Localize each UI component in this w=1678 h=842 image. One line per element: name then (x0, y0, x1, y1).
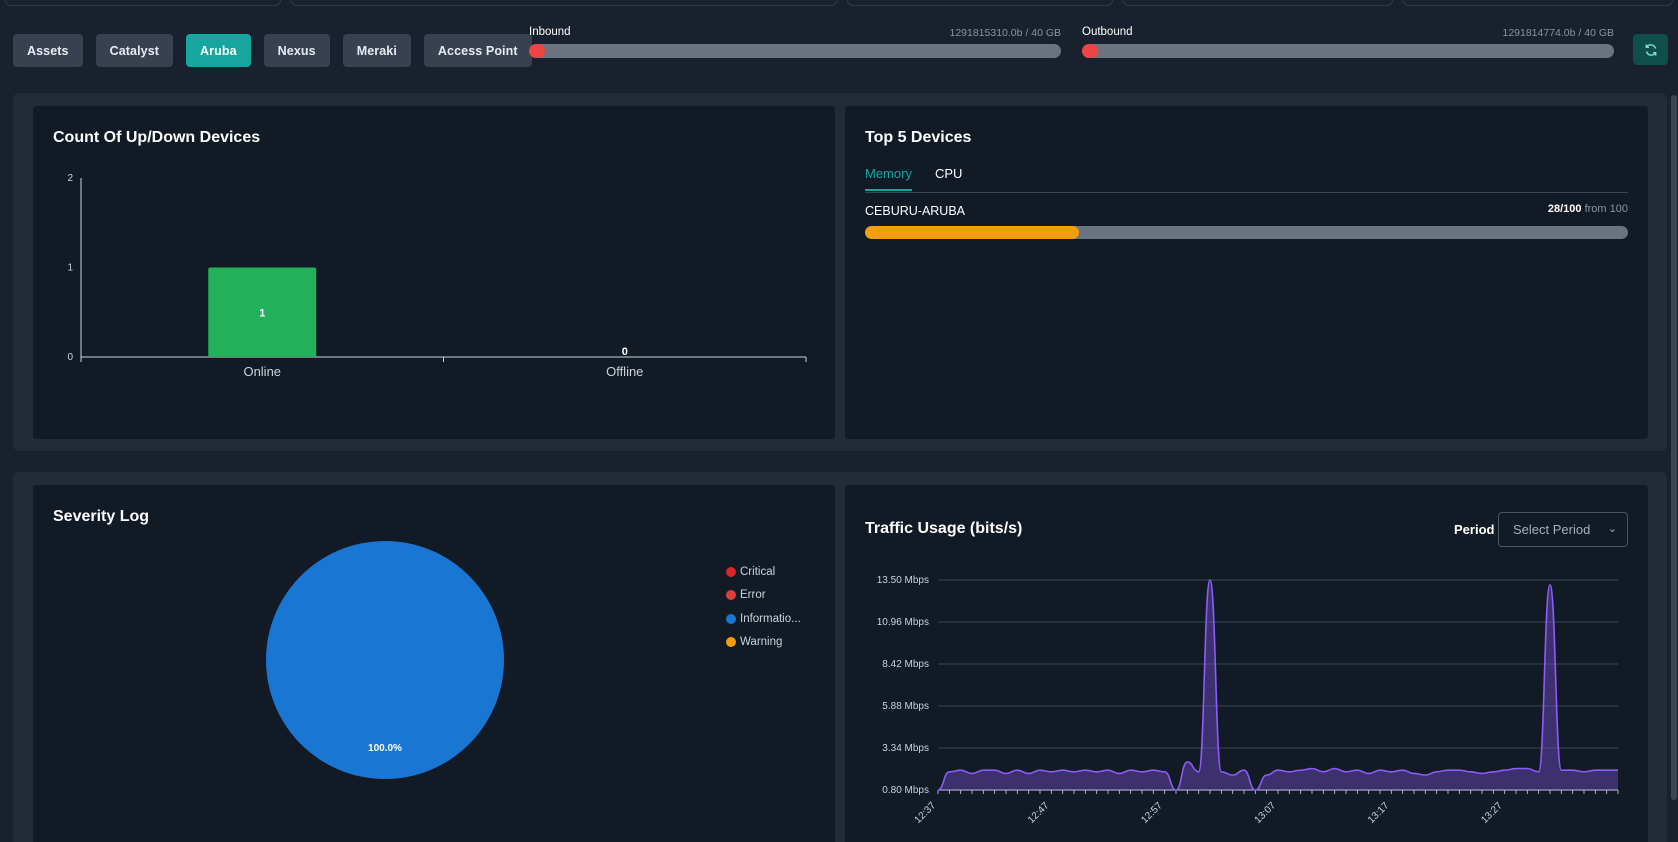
updown-card-title: Count Of Up/Down Devices (53, 129, 261, 146)
chevron-down-icon: ⌄ (1607, 523, 1617, 535)
severity-pie-chart: 100.0% (266, 541, 504, 779)
legend-item-information[interactable]: Informatio... (726, 607, 801, 631)
legend-dot-error (726, 590, 736, 601)
legend-item-error[interactable]: Error (726, 584, 801, 608)
bar-online (208, 267, 317, 357)
tab-memory[interactable]: Memory (865, 166, 912, 191)
x-tick-label: 13:07 (1253, 800, 1279, 826)
legend-item-critical[interactable]: Critical (726, 560, 801, 584)
y-tick-label: 3.34 Mbps (882, 743, 929, 754)
device-row: CEBURU-ARUBA 28/100 from 100 (865, 203, 1628, 239)
period-select[interactable]: Select Period ⌄ (1498, 512, 1628, 547)
updown-devices-card: Count Of Up/Down Devices 0 1 2 1 Online 0 Offl… (33, 106, 835, 439)
y-tick-label: 8.42 Mbps (882, 659, 929, 670)
y-tick-label: 0.80 Mbps (882, 785, 929, 796)
traffic-area-chart: 0.80 Mbps 3.34 Mbps 5.88 Mbps 8.42 Mbps 10.9… (877, 575, 1619, 826)
legend-dot-warning (726, 637, 736, 648)
traffic-usage-card: Traffic Usage (bits/s) Period Select Per… (845, 485, 1648, 842)
traffic-area-fill (938, 580, 1618, 790)
inbound-label: Inbound (529, 26, 571, 38)
access-point-button[interactable]: Access Point (423, 34, 532, 67)
device-score-max: from 100 (1584, 203, 1628, 215)
x-category-label: Offline (606, 364, 643, 379)
page-scrollbar[interactable] (1671, 95, 1677, 800)
severity-legend: Critical Error Informatio... Warning (726, 560, 801, 654)
y-tick-label: 10.96 Mbps (877, 617, 929, 628)
severity-log-card: Severity Log 100.0% Critical Error Infor… (33, 485, 835, 842)
device-score-value: 28/100 (1547, 203, 1582, 215)
assets-button[interactable]: Assets (13, 34, 83, 67)
x-tick-label: 13:17 (1366, 800, 1392, 826)
device-progress-track (865, 226, 1628, 239)
outbound-value: 1291814774.0b / 40 GB (1502, 27, 1614, 39)
pie-slice-2 (266, 541, 504, 779)
legend-item-warning[interactable]: Warning (726, 631, 801, 655)
updown-bar-chart: 0 1 2 1 Online 0 Offline (67, 173, 807, 379)
device-name: CEBURU-ARUBA (865, 204, 966, 218)
bar-data-label: 1 (259, 307, 265, 319)
traffic-series-line (937, 579, 1618, 791)
top5-devices-card: Top 5 Devices Memory CPU CEBURU-ARUBA 28… (845, 106, 1648, 439)
y-tick-label: 2 (67, 173, 73, 184)
outbound-usage: Outbound 1291814774.0b / 40 GB (1082, 26, 1614, 58)
inbound-progress-track (529, 44, 1061, 58)
aruba-button[interactable]: Aruba (186, 34, 251, 67)
severity-card-title: Severity Log (53, 508, 150, 525)
device-type-toolbar: Assets Catalyst Aruba Nexus Meraki Acces… (13, 34, 532, 67)
refresh-icon (1645, 43, 1656, 56)
catalyst-button[interactable]: Catalyst (95, 34, 174, 67)
y-tick-label: 1 (67, 263, 73, 274)
traffic-card-title: Traffic Usage (bits/s) (865, 520, 1023, 537)
device-score: 28/100 from 100 (1548, 203, 1628, 215)
tab-cpu[interactable]: CPU (935, 166, 963, 181)
legend-dot-information (726, 613, 736, 624)
refresh-button[interactable] (1633, 34, 1668, 65)
nexus-button[interactable]: Nexus (263, 34, 330, 67)
top-tabs-strip (0, 0, 1678, 8)
top5-tabs: Memory CPU (865, 166, 1628, 193)
meraki-button[interactable]: Meraki (342, 34, 411, 67)
outbound-progress-fill (1082, 44, 1098, 58)
inbound-value: 1291815310.0b / 40 GB (949, 27, 1061, 39)
bar-data-label: 0 (622, 346, 628, 358)
legend-label-critical: Critical (740, 565, 776, 578)
pie-slice-label: 100.0% (368, 743, 402, 754)
device-progress-fill (865, 226, 1079, 239)
x-tick-label: 12:47 (1026, 800, 1052, 826)
x-tick-label: 12:37 (913, 800, 939, 826)
inbound-usage: Inbound 1291815310.0b / 40 GB (529, 26, 1061, 58)
x-tick-label: 12:57 (1139, 800, 1165, 826)
x-category-label: Online (243, 364, 281, 379)
period-select-placeholder: Select Period (1513, 522, 1591, 537)
y-tick-label: 0 (67, 352, 73, 363)
legend-label-warning: Warning (740, 636, 783, 649)
outbound-progress-track (1082, 44, 1614, 58)
inbound-progress-fill (529, 44, 545, 58)
outbound-label: Outbound (1082, 26, 1133, 38)
legend-label-information: Informatio... (740, 612, 801, 625)
x-tick-label: 13:27 (1479, 800, 1505, 826)
y-tick-label: 13.50 Mbps (877, 575, 929, 586)
y-tick-label: 5.88 Mbps (882, 701, 929, 712)
legend-dot-critical (726, 566, 736, 577)
top5-card-title: Top 5 Devices (865, 129, 972, 146)
period-label: Period (1454, 522, 1495, 537)
legend-label-error: Error (740, 589, 766, 602)
